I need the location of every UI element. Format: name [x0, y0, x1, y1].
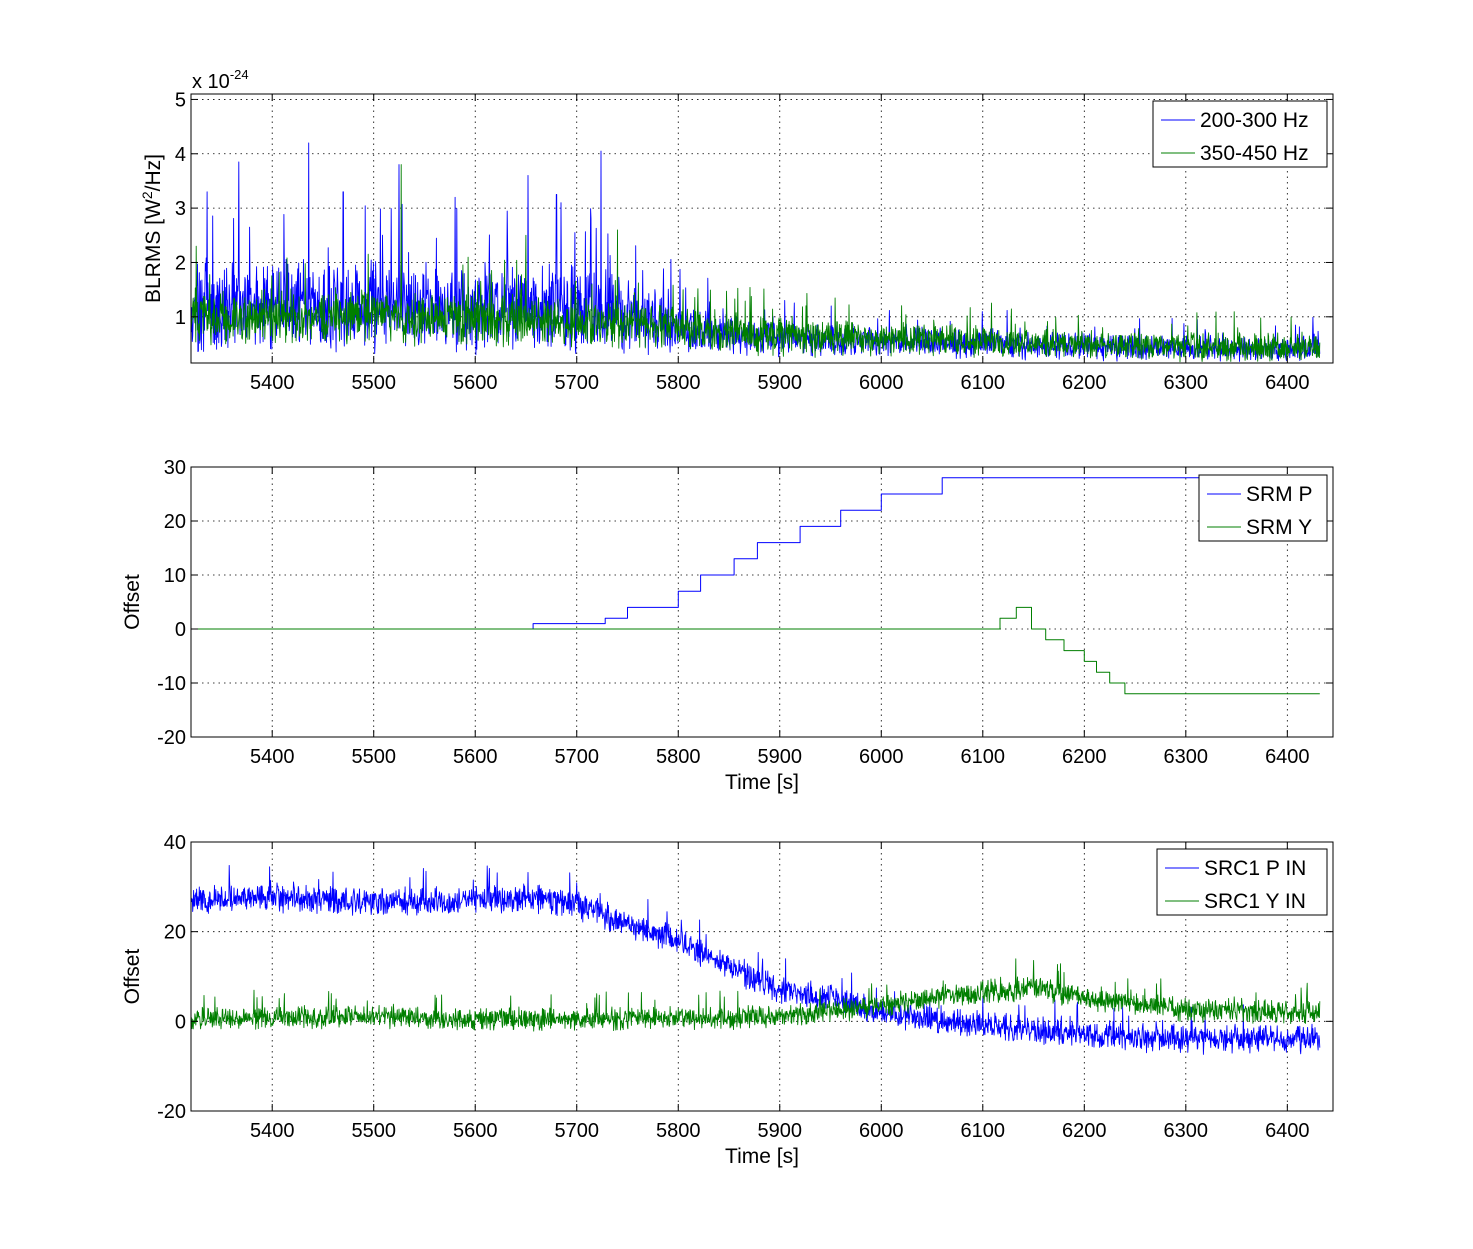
y-tick-label: 30: [164, 457, 186, 479]
x-tick-label: 5500: [351, 1120, 396, 1142]
x-tick-label: 5500: [351, 372, 396, 394]
x-tick-label: 6000: [859, 1120, 904, 1142]
x-tick-label: 5800: [656, 746, 701, 768]
y-tick-label: 5: [175, 89, 186, 111]
legend-entry: 350-450 Hz: [1200, 142, 1309, 165]
axes-box: [190, 466, 1334, 738]
x-axis-label: Time [s]: [725, 1145, 799, 1168]
x-tick-label: 6200: [1062, 372, 1107, 394]
x-tick-label: 6000: [859, 746, 904, 768]
legend-box: [1198, 474, 1328, 542]
series-line-2: [191, 164, 1321, 363]
legend-entry: SRC1 Y IN: [1204, 890, 1306, 913]
x-tick-label: 5600: [453, 372, 498, 394]
legend: SRC1 P IN SRC1 Y IN: [1156, 848, 1328, 916]
x-tick-label: 5700: [554, 372, 599, 394]
y-tick-label: 4: [175, 144, 186, 166]
y-tick-label: 1: [175, 307, 186, 329]
series-line-1: [191, 477, 1320, 630]
y-tick-label: 10: [164, 565, 186, 587]
x-tick-label: 6000: [859, 372, 904, 394]
series-line-2: [191, 958, 1321, 1032]
x-tick-label: 6300: [1164, 372, 1209, 394]
x-tick-label: 5400: [250, 372, 295, 394]
series-line-2: [191, 606, 1320, 695]
x-tick-label: 5900: [758, 1120, 803, 1142]
axis-multiplier: x 10-24: [192, 67, 249, 93]
legend: 200-300 Hz 350-450 Hz: [1152, 100, 1328, 168]
y-tick-label: 20: [164, 922, 186, 944]
series-line-1: [191, 864, 1321, 1055]
x-tick-label: 5900: [758, 746, 803, 768]
y-tick-label: -20: [157, 727, 186, 749]
x-tick-label: 5600: [453, 1120, 498, 1142]
x-tick-label: 5400: [250, 746, 295, 768]
x-tick-label: 6300: [1164, 1120, 1209, 1142]
y-tick-label: 20: [164, 511, 186, 533]
axes-box: [190, 93, 1334, 364]
x-tick-label: 5600: [453, 746, 498, 768]
subplot-3: 5400 5500 5600 5700 5800 5900 6000 6100 6200 6300…: [121, 832, 1334, 1168]
axes-box: [190, 841, 1334, 1112]
x-tick-label: 6200: [1062, 746, 1107, 768]
x-tick-label: 6100: [961, 1120, 1006, 1142]
y-axis-label: Offset: [121, 574, 144, 630]
y-tick-label: -20: [157, 1101, 186, 1123]
subplot-1: 5400 5500 5600 5700 5800 5900 6000 6100 6200 6300…: [139, 67, 1334, 394]
x-tick-label: 6300: [1164, 746, 1209, 768]
x-tick-label: 6400: [1265, 1120, 1310, 1142]
legend-entry: SRM Y: [1246, 516, 1312, 539]
legend-entry: 200-300 Hz: [1200, 109, 1309, 132]
y-axis-label: BLRMS [W2/Hz]: [139, 154, 165, 303]
legend-box: [1152, 100, 1328, 168]
x-tick-label: 5400: [250, 1120, 295, 1142]
legend-entry: SRC1 P IN: [1204, 857, 1306, 880]
y-tick-label: -10: [157, 673, 186, 695]
legend: SRM P SRM Y: [1198, 474, 1328, 542]
y-tick-label: 0: [175, 619, 186, 641]
y-tick-label: 0: [175, 1011, 186, 1033]
x-tick-label: 6200: [1062, 1120, 1107, 1142]
y-tick-label: 40: [164, 832, 186, 854]
x-tick-label: 6400: [1265, 372, 1310, 394]
x-tick-label: 6100: [961, 372, 1006, 394]
x-tick-label: 5700: [554, 746, 599, 768]
legend-entry: SRM P: [1246, 483, 1313, 506]
x-tick-label: 5900: [758, 372, 803, 394]
legend-box: [1156, 848, 1328, 916]
x-tick-label: 5800: [656, 1120, 701, 1142]
x-tick-label: 5800: [656, 372, 701, 394]
subplot-2: 5400 5500 5600 5700 5800 5900 6000 6100 6200 6300…: [121, 457, 1334, 794]
x-tick-label: 5700: [554, 1120, 599, 1142]
y-tick-label: 3: [175, 198, 186, 220]
y-tick-label: 2: [175, 252, 186, 274]
plot-area: [191, 467, 1333, 737]
y-axis-label: Offset: [121, 949, 144, 1005]
x-tick-label: 5500: [351, 746, 396, 768]
x-axis-label: Time [s]: [725, 771, 799, 794]
x-tick-label: 6400: [1265, 746, 1310, 768]
x-tick-label: 6100: [961, 746, 1006, 768]
